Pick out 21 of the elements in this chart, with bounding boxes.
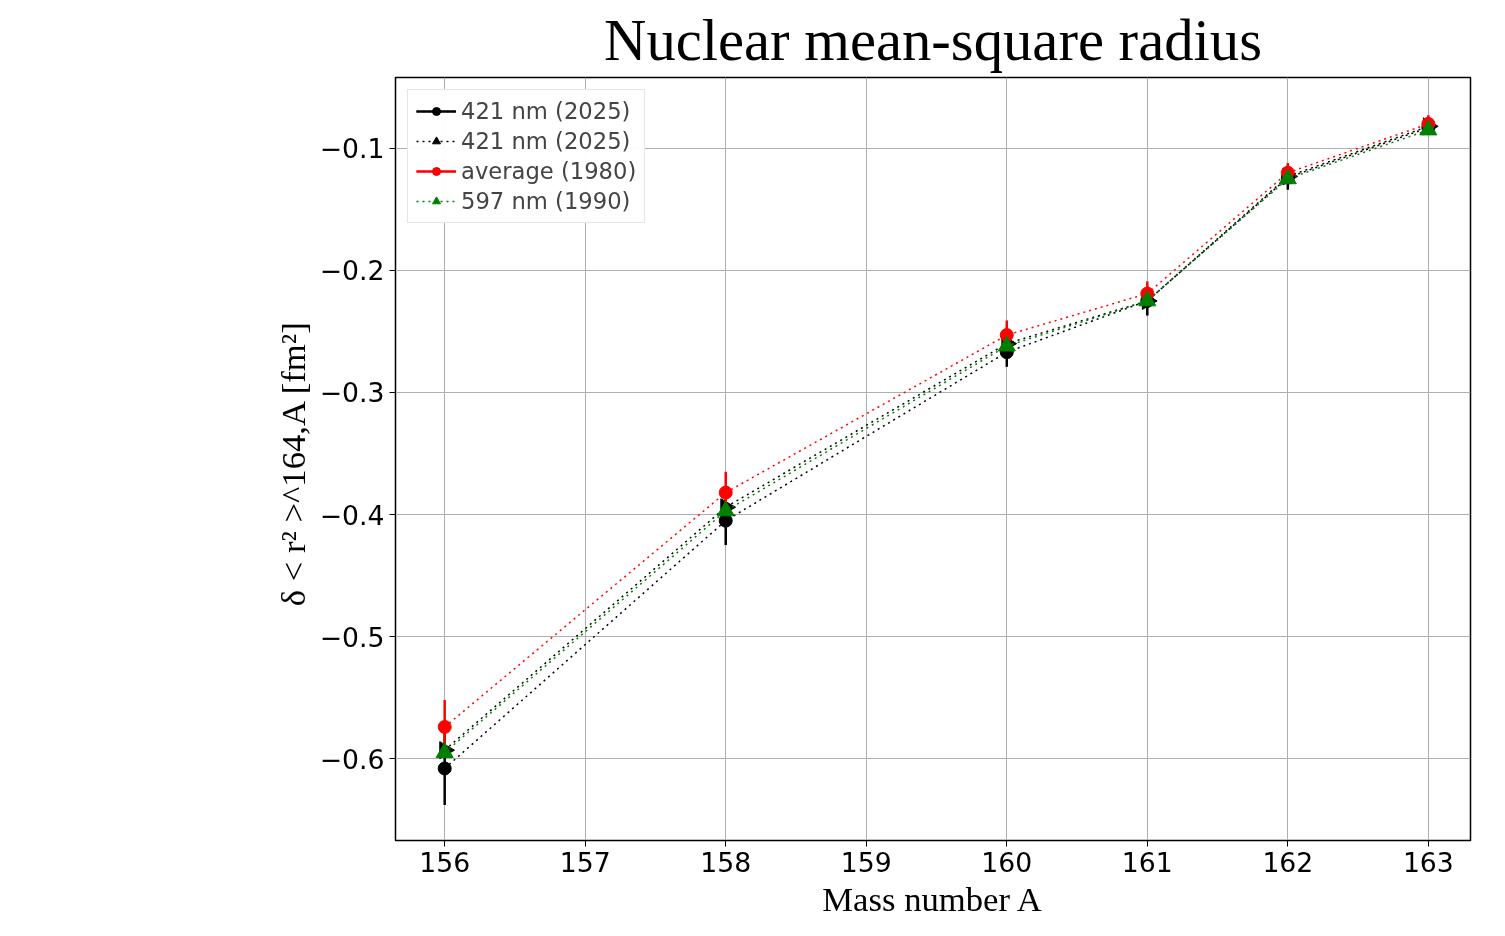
- x-tick-label: 162: [1262, 846, 1314, 878]
- x-tick-label: 161: [1121, 846, 1173, 878]
- x-tick-label: 158: [700, 846, 752, 878]
- x-tick-label: 160: [981, 846, 1033, 878]
- y-tick-label: −0.1: [319, 133, 385, 165]
- y-axis-title: δ < r² >^164,A [fm²]: [273, 322, 312, 607]
- legend-label: 597 nm (1990): [461, 188, 631, 214]
- legend-label: 421 nm (2025): [461, 98, 631, 124]
- x-tick-label: 159: [840, 846, 892, 878]
- legend-label: 421 nm (2025): [461, 128, 631, 154]
- y-tick-label: −0.2: [319, 255, 385, 287]
- y-tick-label: −0.5: [319, 621, 385, 653]
- legend-label: average (1980): [461, 158, 637, 184]
- y-tick-label: −0.6: [319, 743, 385, 775]
- x-tick-label: 156: [419, 846, 471, 878]
- x-tick-label: 163: [1402, 846, 1454, 878]
- x-axis-title: Mass number A: [822, 879, 1042, 918]
- y-tick-label: −0.4: [319, 499, 385, 531]
- x-tick-label: 157: [559, 846, 611, 878]
- y-tick-label: −0.3: [319, 377, 385, 409]
- chart-title: Nuclear mean-square radius: [604, 7, 1262, 73]
